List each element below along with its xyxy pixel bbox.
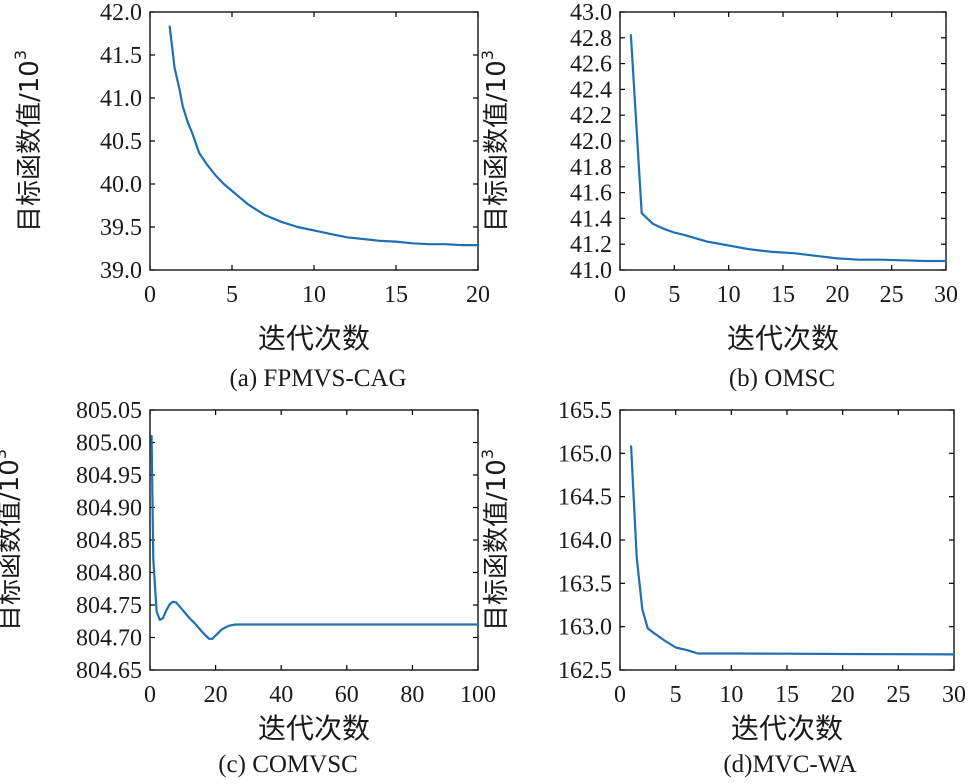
chart-1-y-tick-label-6: 42.2 (570, 103, 612, 129)
chart-2-y-tick-label-5: 804.90 (76, 496, 142, 522)
chart-3-x-tick-label-4: 20 (831, 682, 855, 708)
chart-1-y-tick-label-8: 42.6 (570, 52, 612, 78)
chart-3-x-tick-label-1: 5 (670, 682, 682, 708)
chart-0-y-axis-label-exponent: 3 (11, 50, 30, 60)
chart-3-y-tick-label-2: 163.5 (558, 571, 612, 597)
chart-0-x-axis-label: 迭代次数 (258, 322, 370, 355)
chart-3-y-tick-label-1: 163.0 (558, 615, 612, 641)
chart-3-x-tick-label-6: 30 (942, 682, 966, 708)
chart-3-y-tick-label-6: 165.5 (558, 398, 612, 424)
chart-0-y-axis-label: 目标函数值/103 (11, 50, 45, 232)
chart-3-y-tick-label-4: 164.5 (558, 485, 612, 511)
chart-3-y-axis-label-text: 目标函数值/10 (482, 459, 512, 631)
chart-2-y-tick-label-0: 804.65 (76, 658, 142, 684)
chart-3-series-line (629, 445, 956, 656)
chart-1-y-tick-label-9: 42.8 (570, 26, 612, 52)
chart-0-y-tick-label-6: 42.0 (100, 0, 142, 26)
chart-1-y-axis-label-exponent: 3 (478, 50, 497, 60)
chart-2-x-tick-label-5: 100 (460, 682, 496, 708)
chart-1-series-line (629, 34, 948, 263)
chart-2-y-tick-label-8: 805.05 (76, 398, 142, 424)
chart-2-y-axis-label-exponent: 3 (0, 449, 10, 459)
chart-2-x-tick-label-4: 80 (400, 682, 424, 708)
chart-0-x-tick-label-1: 5 (226, 282, 238, 308)
chart-3-x-tick-label-3: 15 (775, 682, 799, 708)
chart-1-y-tick-label-0: 41.0 (570, 258, 612, 284)
chart-1-y-tick-label-1: 41.2 (570, 232, 612, 258)
chart-3-plot-frame (619, 409, 955, 671)
chart-2-x-tick-label-0: 0 (144, 682, 156, 708)
chart-0-x-tick-label-0: 0 (144, 282, 156, 308)
chart-2-y-axis-label: 目标函数值/103 (0, 449, 25, 631)
chart-2-x-tick-label-1: 20 (204, 682, 228, 708)
chart-0: 0 5 10 15 20 39.0 39.5 40.0 40.5 41.0 41.5 42.0 目标函数… (11, 0, 490, 392)
chart-2-y-tick-label-3: 804.80 (76, 561, 142, 587)
chart-3-y-tick-label-3: 164.0 (558, 528, 612, 554)
chart-2-x-axis-label: 迭代次数 (258, 712, 370, 745)
chart-1-y-tick-label-5: 42.0 (570, 129, 612, 155)
chart-0-x-tick-label-3: 15 (384, 282, 408, 308)
chart-0-y-tick-label-5: 41.5 (100, 43, 142, 69)
chart-3-y-axis-label-exponent: 3 (478, 449, 497, 459)
chart-2-y-tick-label-2: 804.75 (76, 593, 142, 619)
chart-0-y-tick-label-4: 41.0 (100, 86, 142, 112)
chart-1-y-tick-label-7: 42.4 (570, 77, 612, 103)
chart-3: 0 5 10 15 20 25 30 162.5 163.0 163.5 164.0 164.5 165… (478, 398, 966, 778)
chart-0-x-tick-label-2: 10 (302, 282, 326, 308)
chart-0-y-axis-label-text: 目标函数值/10 (15, 60, 45, 232)
chart-2: 0 20 40 60 80 100 804.65 804.70 804.75 804.80 804.… (0, 398, 496, 778)
chart-3-x-axis-label: 迭代次数 (731, 712, 843, 745)
chart-0-caption: (a) FPMVS-CAG (229, 365, 406, 392)
chart-1-x-tick-label-1: 5 (668, 282, 680, 308)
chart-1-y-axis-label-text: 目标函数值/10 (482, 60, 512, 232)
chart-0-x-tick-label-4: 20 (466, 282, 490, 308)
chart-0-y-tick-label-2: 40.0 (100, 172, 142, 198)
chart-1-x-tick-label-0: 0 (614, 282, 626, 308)
chart-2-x-tick-label-3: 60 (335, 682, 359, 708)
chart-1-y-tick-label-4: 41.8 (570, 155, 612, 181)
chart-3-y-axis-label: 目标函数值/103 (478, 449, 512, 631)
chart-1-x-tick-label-6: 30 (934, 282, 958, 308)
chart-3-x-tick-label-0: 0 (614, 682, 626, 708)
chart-0-y-tick-label-1: 39.5 (100, 215, 142, 241)
chart-2-y-tick-label-6: 804.95 (76, 463, 142, 489)
chart-2-y-tick-label-1: 804.70 (76, 626, 142, 652)
chart-1-x-axis-label: 迭代次数 (727, 322, 839, 355)
chart-1-y-tick-label-10: 43.0 (570, 0, 612, 26)
chart-3-x-tick-label-2: 10 (719, 682, 743, 708)
chart-3-x-tick-label-5: 25 (886, 682, 910, 708)
chart-1-caption: (b) OMSC (729, 365, 835, 392)
chart-2-y-axis-label-text: 目标函数值/10 (0, 459, 25, 631)
chart-1-y-axis-label: 目标函数值/103 (478, 50, 512, 232)
chart-0-series-line (168, 25, 480, 247)
chart-0-y-tick-label-0: 39.0 (100, 258, 142, 284)
chart-1-y-tick-label-2: 41.4 (570, 206, 612, 232)
chart-3-caption: (d)MVC-WA (723, 751, 856, 778)
chart-0-y-tick-label-3: 40.5 (100, 129, 142, 155)
chart-2-caption: (c) COMVSC (218, 751, 358, 778)
chart-3-y-tick-label-5: 165.0 (558, 441, 612, 467)
chart-2-y-tick-label-4: 804.85 (76, 528, 142, 554)
chart-1-x-tick-label-3: 15 (771, 282, 795, 308)
chart-1-x-tick-label-5: 25 (880, 282, 904, 308)
chart-2-x-tick-label-2: 40 (269, 682, 293, 708)
chart-2-series-line (150, 434, 480, 640)
chart-1-x-tick-label-2: 10 (717, 282, 741, 308)
chart-1: 0 5 10 15 20 25 30 41.041.241.441.641.842.042.2… (478, 0, 958, 392)
chart-3-y-tick-label-0: 162.5 (558, 658, 612, 684)
chart-1-y-tick-label-3: 41.6 (570, 181, 612, 207)
chart-2-y-tick-label-7: 805.00 (76, 431, 142, 457)
chart-1-x-tick-label-4: 20 (825, 282, 849, 308)
chart-2-plot-frame (149, 409, 479, 671)
